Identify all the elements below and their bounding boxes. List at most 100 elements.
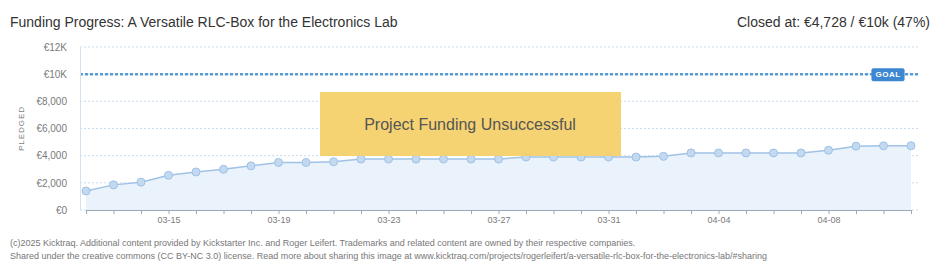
tick <box>746 210 747 214</box>
point <box>165 171 173 179</box>
title: Funding Progress: A Versatile RLC-Box fo… <box>10 14 398 30</box>
point <box>880 142 888 150</box>
tick <box>526 210 527 214</box>
tick-mark <box>636 210 637 214</box>
point <box>742 149 750 157</box>
tick-mark <box>911 210 912 214</box>
tick-mark <box>361 210 362 214</box>
tick-mark <box>224 210 225 214</box>
tick-label: €10K <box>44 69 68 80</box>
tick: €10K <box>44 69 80 80</box>
point <box>632 153 640 161</box>
y-axis-title: PLEDGED <box>17 106 26 151</box>
tick-mark <box>719 210 720 214</box>
tick-mark <box>306 210 307 214</box>
point <box>440 155 448 163</box>
tick: 03-19 <box>267 210 290 225</box>
tick-mark <box>746 210 747 214</box>
tick-mark <box>884 210 885 214</box>
subtitle: Closed at: €4,728 / €10k (47%) <box>737 14 930 30</box>
tick-mark <box>334 210 335 214</box>
point <box>302 158 310 166</box>
point <box>220 165 228 173</box>
tick <box>554 210 555 214</box>
point <box>660 152 668 160</box>
point <box>715 149 723 157</box>
tick <box>86 210 87 214</box>
tick: 04-08 <box>817 210 840 225</box>
tick: €4,000 <box>36 150 80 161</box>
tick-label: 03-19 <box>267 215 290 225</box>
annotation: Project Funding Unsuccessful <box>320 92 621 156</box>
tick <box>856 210 857 214</box>
tick-label: €6,000 <box>36 123 67 134</box>
point <box>137 178 145 186</box>
tick-mark <box>471 210 472 214</box>
point <box>110 181 118 189</box>
tick: €6,000 <box>36 123 80 134</box>
point <box>907 142 915 150</box>
footer-note: (c)2025 Kicktraq. Additional content pro… <box>10 238 635 248</box>
point <box>412 155 420 163</box>
tick <box>196 210 197 214</box>
point <box>825 146 833 154</box>
tick <box>251 210 252 214</box>
tick-label: 03-31 <box>597 215 620 225</box>
grid <box>80 47 918 210</box>
point <box>495 155 503 163</box>
tick-label: €12K <box>44 42 68 53</box>
axis-line <box>80 48 81 211</box>
tick-mark <box>609 210 610 214</box>
point <box>385 155 393 163</box>
tick-mark <box>169 210 170 214</box>
tick <box>911 210 912 214</box>
annotation-text: Project Funding Unsuccessful <box>364 116 576 133</box>
tick-mark <box>829 210 830 214</box>
tick: €2,000 <box>36 178 80 189</box>
tick <box>224 210 225 214</box>
tick <box>801 210 802 214</box>
tick <box>334 210 335 214</box>
tick-mark <box>389 210 390 214</box>
point <box>687 149 695 157</box>
y-axis: €0€2,000€4,000€6,000€8,000€10K€12K <box>36 42 80 216</box>
tick-mark <box>664 210 665 214</box>
tick <box>141 210 142 214</box>
tick <box>884 210 885 214</box>
plot-area <box>80 74 918 210</box>
tick <box>636 210 637 214</box>
tick-label: 03-23 <box>377 215 400 225</box>
tick <box>444 210 445 214</box>
tick-mark <box>141 210 142 214</box>
tick: €0 <box>56 205 80 216</box>
tick-mark <box>691 210 692 214</box>
point <box>330 158 338 166</box>
tick-mark <box>114 210 115 214</box>
tick <box>664 210 665 214</box>
tick <box>691 210 692 214</box>
point <box>357 155 365 163</box>
point <box>275 158 283 166</box>
tick-label: 04-04 <box>707 215 730 225</box>
tick-mark <box>774 210 775 214</box>
tick-mark <box>499 210 500 214</box>
goal-line <box>80 73 918 76</box>
tick-mark <box>279 210 280 214</box>
tick-mark <box>196 210 197 214</box>
tick-mark <box>416 210 417 214</box>
tick-label: 03-15 <box>157 215 180 225</box>
tick-label: €0 <box>56 205 68 216</box>
tick-label: €2,000 <box>36 178 67 189</box>
tick: 03-15 <box>157 210 180 225</box>
chart: €0€2,000€4,000€6,000€8,000€10K€12K03-150… <box>0 0 940 270</box>
goal-label-box <box>871 68 904 81</box>
point <box>247 162 255 170</box>
tick: 03-31 <box>597 210 620 225</box>
tick: 03-23 <box>377 210 400 225</box>
axis-line <box>87 211 912 215</box>
point <box>797 149 805 157</box>
tick-mark <box>581 210 582 214</box>
tick <box>471 210 472 214</box>
tick-mark <box>801 210 802 214</box>
goal-label-text: GOAL <box>875 70 900 79</box>
